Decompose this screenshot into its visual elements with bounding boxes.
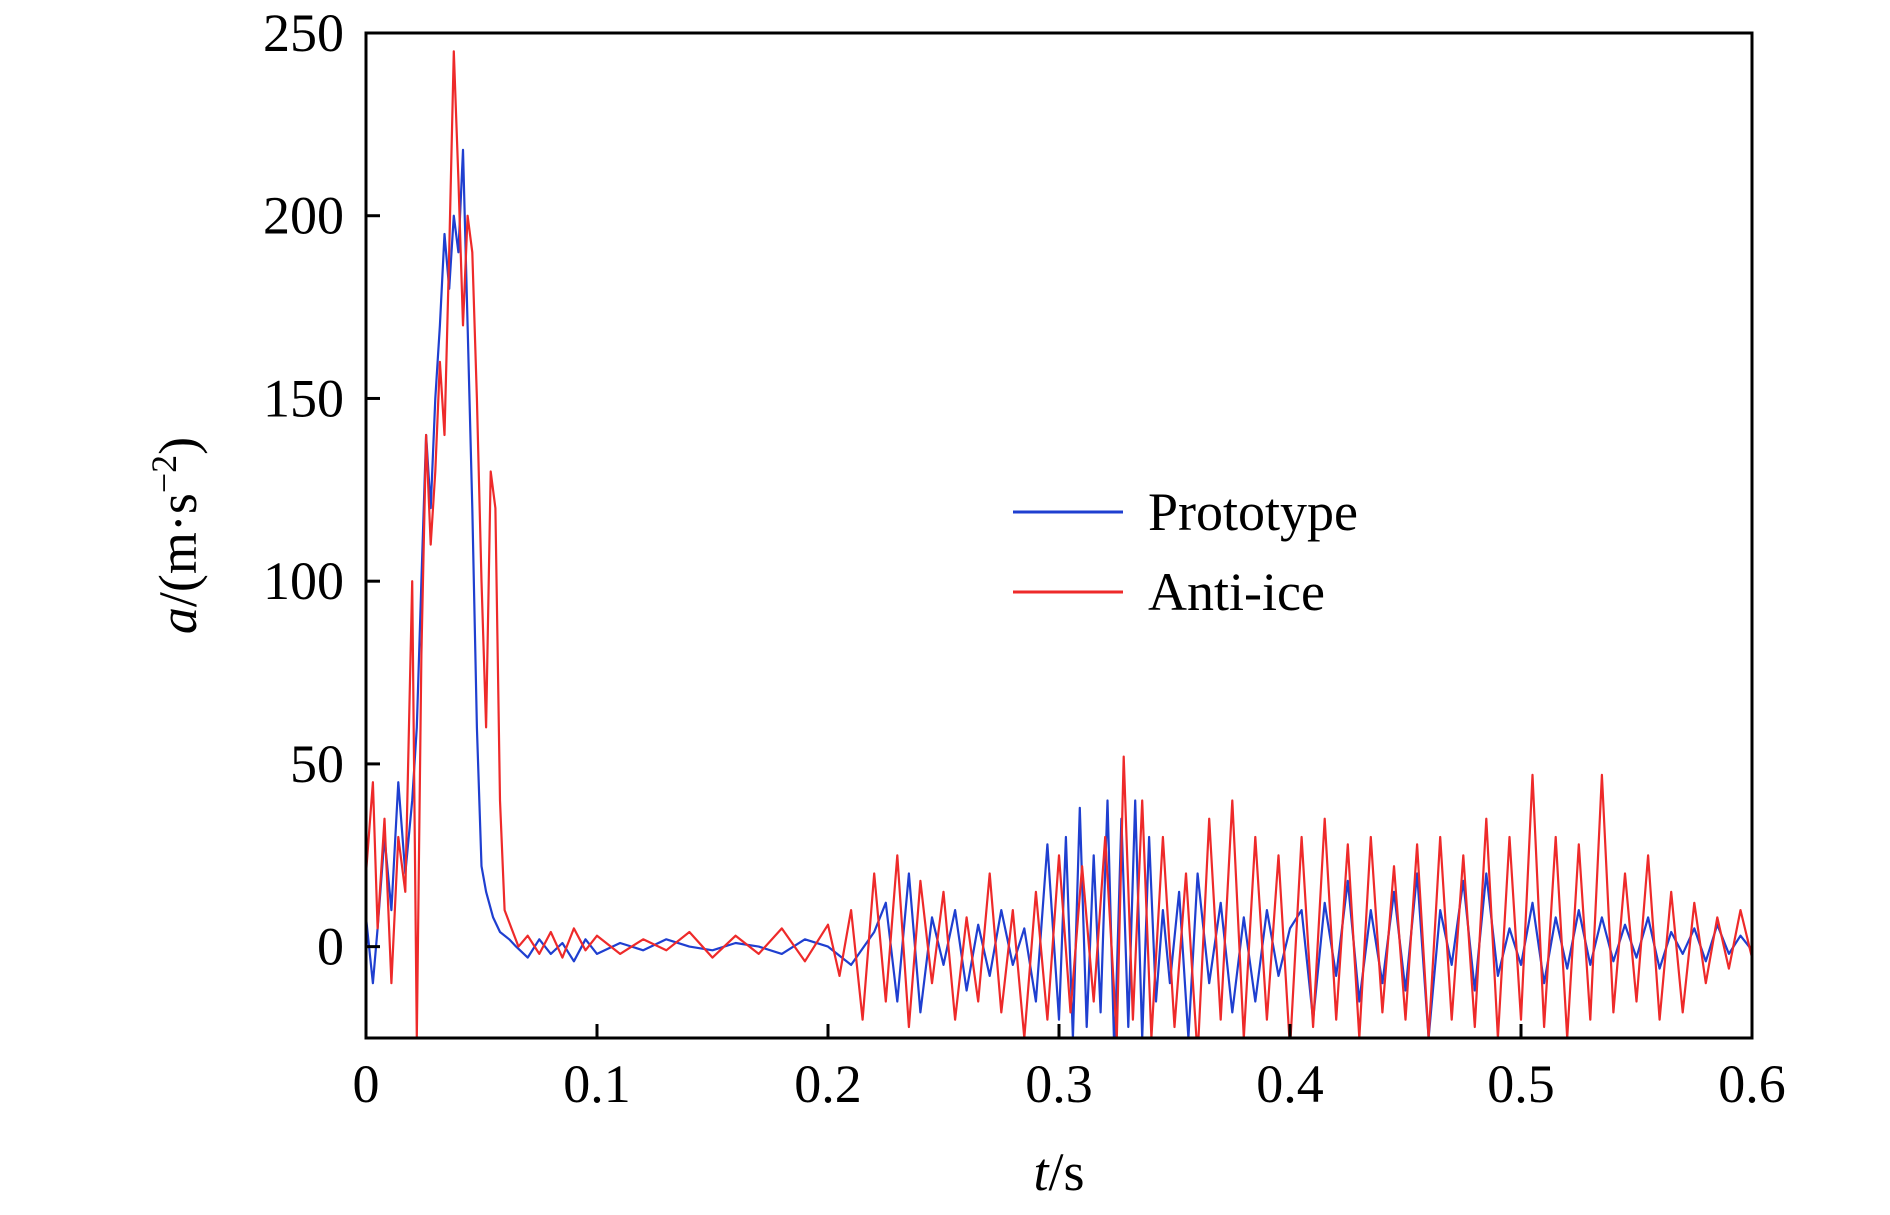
- x-tick-label: 0.1: [563, 1054, 631, 1114]
- y-tick-label: 250: [263, 3, 344, 63]
- x-tick-label: 0: [353, 1054, 380, 1114]
- y-tick-label: 100: [263, 551, 344, 611]
- ticks-layer: 0 0.1 0.2 0.3 0.4 0.5 0.6 0 50 100 150 200 250: [263, 3, 1786, 1114]
- y-tick-label: 150: [263, 368, 344, 428]
- series-line-prototype: [366, 148, 1752, 1038]
- y-tick-label: 50: [290, 734, 344, 794]
- y-tick-label: 0: [317, 917, 344, 977]
- legend: Prototype Anti-ice: [1013, 482, 1358, 622]
- x-tick-label: 0.6: [1718, 1054, 1786, 1114]
- x-tick-label: 0.5: [1487, 1054, 1555, 1114]
- x-axis-label: t/s: [1033, 1142, 1084, 1202]
- legend-label-anti-ice: Anti-ice: [1148, 562, 1325, 622]
- x-tick-label: 0.4: [1256, 1054, 1324, 1114]
- y-axis-label: a/(m·s−2): [144, 437, 208, 634]
- plot-frame: [364, 31, 1754, 1040]
- x-tick-label: 0.2: [794, 1054, 862, 1114]
- x-tick-label: 0.3: [1025, 1054, 1093, 1114]
- y-tick-label: 200: [263, 186, 344, 246]
- legend-label-prototype: Prototype: [1148, 482, 1358, 542]
- series-line-anti-ice: [366, 50, 1752, 1038]
- series-layer: [366, 50, 1752, 1038]
